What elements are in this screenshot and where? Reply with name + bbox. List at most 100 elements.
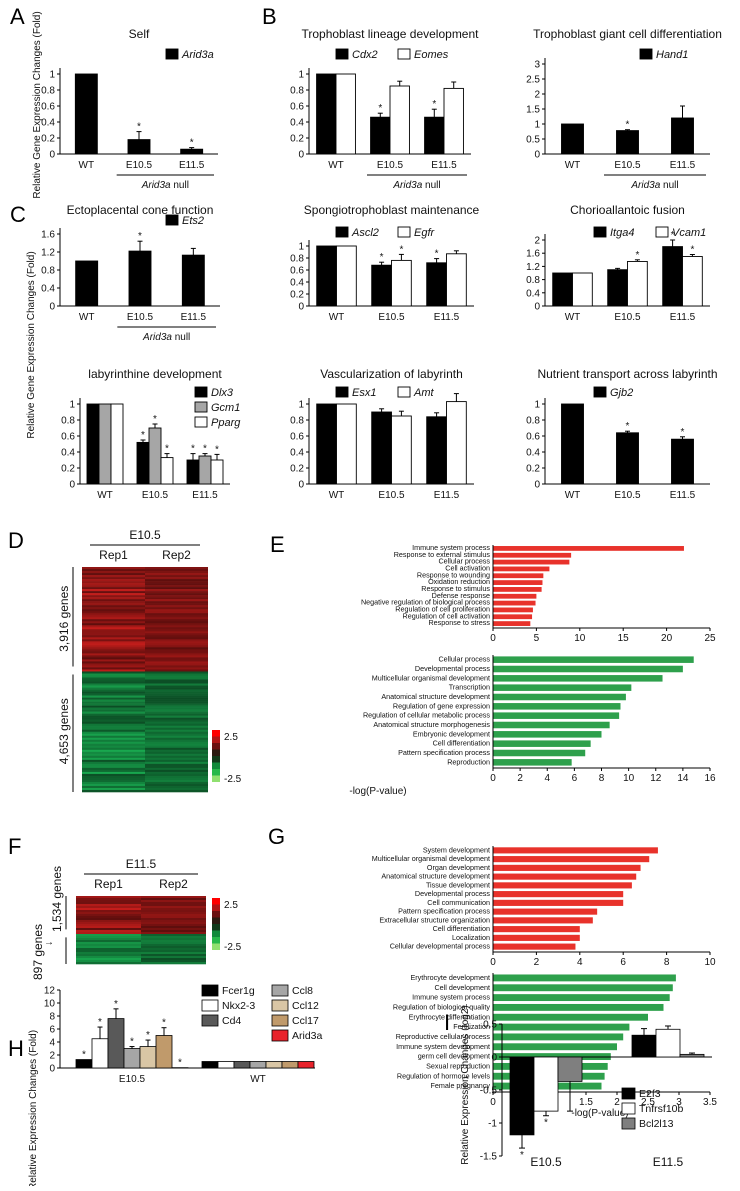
ylabel-c: Relative Gene Expression Changes (Fold) xyxy=(26,251,37,438)
go-bar xyxy=(493,1024,629,1031)
heatmap-cell xyxy=(82,579,145,581)
bar-vcam1 xyxy=(573,273,593,306)
legend-label: Ets2 xyxy=(182,215,204,227)
heatmap-cell xyxy=(82,720,145,722)
go-x-tick-label: 0 xyxy=(490,957,496,968)
significance-star: * xyxy=(399,244,403,255)
significance-star: * xyxy=(681,427,685,438)
y-tick-label: 0 xyxy=(298,150,304,161)
x-tick-label: E11.5 xyxy=(434,490,460,501)
y-tick-label: 10 xyxy=(44,999,56,1010)
heatmap-cell xyxy=(145,613,208,615)
y-tick-label: 0 xyxy=(49,1064,55,1075)
heatmap-cell xyxy=(82,756,145,758)
legend-swatch xyxy=(622,1118,635,1129)
heatmap-cell xyxy=(82,677,145,679)
heatmap-cell xyxy=(82,684,145,686)
go-term-label: Cell communication xyxy=(427,898,490,907)
legend-swatch xyxy=(336,227,348,237)
bar-cd4 xyxy=(108,1019,124,1068)
go-term-label: germ cell development xyxy=(418,1052,490,1061)
heatmap-cell xyxy=(82,710,145,712)
go-x-tick-label: 0 xyxy=(490,1097,496,1108)
go-term-label: Cell development xyxy=(434,983,490,992)
heatmap-cell xyxy=(145,585,208,587)
heatmap-cell xyxy=(76,922,141,924)
bar-cd4 xyxy=(234,1062,250,1069)
heatmap-cell xyxy=(145,583,208,585)
significance-star: * xyxy=(215,444,219,455)
bar-hand1 xyxy=(562,124,584,154)
chart-title: Nutrient transport across labyrinth xyxy=(537,367,717,381)
scale-swatch xyxy=(212,898,220,905)
bar-bcl2l13 xyxy=(558,1057,582,1081)
bar-dlx3 xyxy=(187,460,199,484)
go-bar xyxy=(493,926,580,932)
heatmap-cell xyxy=(145,776,208,778)
y-tick-label: 0.4 xyxy=(526,448,540,459)
heatmap-title: E11.5 xyxy=(126,857,157,871)
heatmap-cell xyxy=(145,607,208,609)
go-bar xyxy=(493,684,631,691)
legend-label: Eomes xyxy=(414,49,449,61)
panel-label-b: B xyxy=(262,4,277,29)
y-tick-label: 0 xyxy=(491,1053,497,1064)
legend-swatch xyxy=(398,49,410,59)
heatmap-cell xyxy=(141,962,206,964)
significance-star: * xyxy=(82,1050,86,1061)
legend-swatch xyxy=(202,985,218,996)
scale-min-label: -2.5 xyxy=(224,774,242,785)
heatmap-cell xyxy=(82,617,145,619)
chart-ecto: Ectoplacental cone function00.40.81.21.6… xyxy=(41,203,220,343)
heatmap-cell xyxy=(145,764,208,766)
heatmap-cell xyxy=(145,605,208,607)
y-tick-label: 1 xyxy=(49,70,55,81)
heatmap-cell xyxy=(82,680,145,682)
go-bar xyxy=(493,608,533,613)
heatmap-cell xyxy=(76,962,141,964)
heatmap-cell xyxy=(141,944,206,946)
heatmap-cell xyxy=(141,960,206,962)
heatmap-cell xyxy=(141,938,206,940)
go-x-tick-label: 0 xyxy=(490,773,496,784)
heatmap-cell xyxy=(76,938,141,940)
heatmap-cell xyxy=(145,643,208,645)
significance-star: * xyxy=(165,444,169,455)
heatmap-cell xyxy=(82,659,145,661)
heatmap-cell xyxy=(145,696,208,698)
heatmap-cell xyxy=(82,653,145,655)
bar-gjb2 xyxy=(672,439,694,484)
go-bar xyxy=(493,1014,648,1021)
heatmap-cell xyxy=(141,940,206,942)
go-bar xyxy=(493,666,683,673)
go-bar xyxy=(493,694,626,701)
heatmap-cell xyxy=(82,595,145,597)
go-x-tick-label: 5 xyxy=(534,633,540,644)
bar-arid3a xyxy=(298,1062,314,1069)
heatmap-cell xyxy=(82,744,145,746)
heatmap-cell xyxy=(76,904,141,906)
heatmap-cell xyxy=(145,742,208,744)
heatmap-cell xyxy=(82,625,145,627)
y-tick-label: 0.8 xyxy=(526,416,540,427)
bar-gjb2 xyxy=(562,404,584,484)
scale-swatch xyxy=(212,918,220,925)
heatmap-cell xyxy=(145,690,208,692)
heatmap-cell xyxy=(76,908,141,910)
heatmap-cell xyxy=(82,716,145,718)
heatmap-cell xyxy=(145,637,208,639)
heatmap-cell xyxy=(145,682,208,684)
y-tick-label: 0.4 xyxy=(41,118,55,129)
heatmap-cell xyxy=(145,726,208,728)
go-x-tick-label: 8 xyxy=(664,957,670,968)
heatmap-cell xyxy=(145,772,208,774)
heatmap-cell xyxy=(141,914,206,916)
heatmap-cell xyxy=(82,587,145,589)
heatmap-cell xyxy=(82,758,145,760)
y-tick-label: 1.5 xyxy=(526,105,540,116)
heatmap-cell xyxy=(145,754,208,756)
scale-swatch xyxy=(212,769,220,776)
go-x-tick-label: 10 xyxy=(704,957,716,968)
go-bar xyxy=(493,1033,623,1040)
x-tick-label: E10.5 xyxy=(378,490,405,501)
